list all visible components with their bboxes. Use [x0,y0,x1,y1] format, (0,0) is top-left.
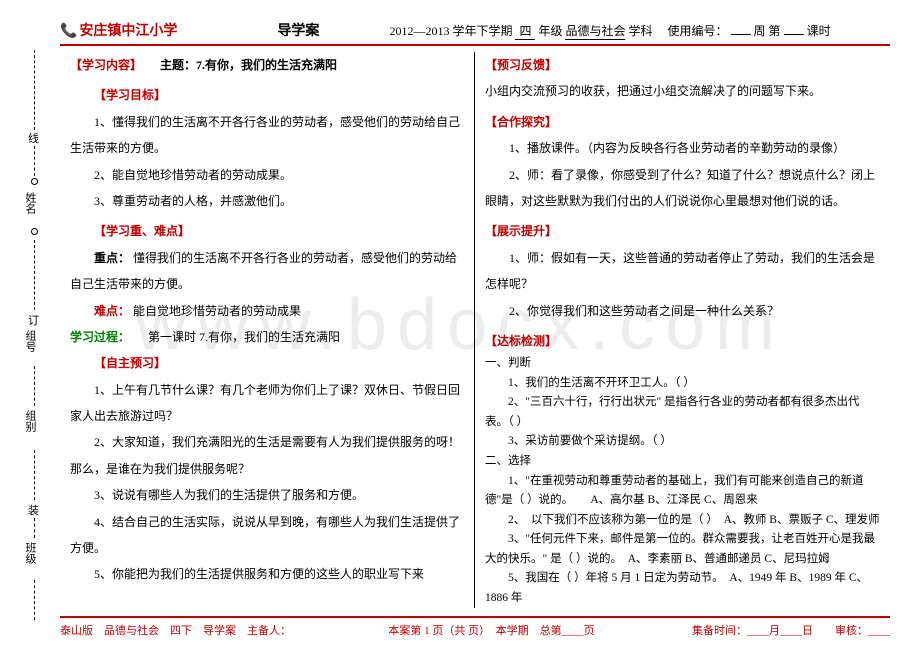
show-1: 1、师：假如有一天，这些普通的劳动者停止了劳动，我们的生活会是怎样呢？ [485,245,880,298]
kd-label: 【学习重、难点】 [70,218,464,244]
footer-mid: 本案第 1 页（共 页） 本学期 总第____页 [388,622,594,638]
page: 📞 安庄镇中江小学 导学案 2012—2013 学年下学期 四 年级 品德与社会… [0,0,920,648]
grade-value: 四 [515,22,535,40]
c1: 1、"在重视劳动和尊重劳动者的基础上，我们有可能来创造自己的新道德"是（ ）说的… [485,472,880,511]
week-suffix: 周 [754,24,766,38]
judge-label: 一、判断 [485,354,880,374]
doc-type: 导学案 [277,20,319,40]
diff-label: 难点： [94,304,130,318]
coop-1: 1、播放课件。（内容为反映各行各业劳动者的辛勤劳动的录像） [485,135,880,161]
goal-1: 1、懂得我们的生活离不开各行各业的劳动者，感受他们的劳动给自己生活带来的方便。 [70,109,464,162]
right-column: 【预习反馈】 小组内交流预习的收获，把通过小组交流解决了的问题写下来。 【合作探… [475,52,890,608]
j1: 1、我们的生活离不开环卫工人。（ ） [485,374,880,394]
c3: 3、"任何元件下来，邮件是第一位的。群众需要我，让老百姓开心是我最大的快乐。" … [485,530,880,569]
subject-value: 品德与社会 [565,22,625,40]
show-2: 2、你觉得我们和这些劳动者之间是一种什么关系？ [485,298,880,324]
footer-right: 集备时间：____月____日 审核：____ [692,622,890,638]
q3: 3、说说有哪些人为我们的生活提供了服务和方便。 [70,482,464,508]
coop-label: 【合作探究】 [485,109,880,135]
logo-icon: 📞 [60,23,77,40]
no-prefix: 第 [769,24,781,38]
page-footer: 泰山版 品德与社会 四下 导学案 主备人： 本案第 1 页（共 页） 本学期 总… [60,616,890,638]
process-text: 第一课时 7.有你，我们的生活充满阳 [148,330,340,344]
choice-label: 二、选择 [485,452,880,472]
goal-2: 2、能自觉地珍惜劳动者的劳动成果。 [70,162,464,188]
q2: 2、大家知道，我们充满阳光的生活是需要有人为我们提供服务的呀！那么，是谁在为我们… [70,429,464,482]
q1: 1、上午有几节什么课？有几个老师为你们上了课？双休日、节假日回家人出去旅游过吗？ [70,377,464,430]
j3: 3、采访前要做个采访提纲。（ ） [485,432,880,452]
test-label: 【达标检测】 [485,328,880,354]
c2: 2、 以下我们不应该称为第一位的是（ ） A、教师 B、票贩子 C、理发师 [485,511,880,531]
topic-text: 主题：7.有你，我们的生活充满阳 [160,58,337,72]
coop-2: 2、师：看了录像，你感受到了什么？知道了什么？想说点什么？闭上眼睛，对这些默默为… [485,162,880,215]
year-term: 2012—2013 学年下学期 [389,24,512,38]
goals-label: 【学习目标】 [70,82,464,108]
feedback-text: 小组内交流预习的收获，把通过小组交流解决了的问题写下来。 [485,78,880,104]
grade-suffix: 年级 [538,24,562,38]
content-label: 【学习内容】 [70,58,142,72]
footer-left: 泰山版 品德与社会 四下 导学案 主备人： [60,622,291,638]
left-column: 【学习内容】 主题：7.有你，我们的生活充满阳 【学习目标】 1、懂得我们的生活… [60,52,475,608]
week-blank [731,34,751,35]
j2: 2、"三百六十行，行行出状元" 是指各行各业的劳动者都有很多杰出代表。（ ） [485,393,880,432]
subject-suffix: 学科 [628,24,652,38]
diff-text: 能自觉地珍惜劳动者的劳动成果 [133,304,301,318]
school-name: 安庄镇中江小学 [79,20,177,40]
header-meta: 2012—2013 学年下学期 四 年级 品德与社会 学科 使用编号： 周 第 … [389,22,830,40]
key-label: 重点： [94,251,130,265]
self-label: 【自主预习】 [70,350,464,376]
goal-3: 3、尊重劳动者的人格，并感激他们。 [70,188,464,214]
c4: 5、我国在（ ）年将 5 月 1 日定为劳动节。 A、1949 年 B、1989… [485,569,880,608]
feedback-label: 【预习反馈】 [485,52,880,78]
q4: 4、结合自己的生活实际，说说从早到晚，有哪些人为我们生活提供了方便。 [70,509,464,562]
content-columns: 【学习内容】 主题：7.有你，我们的生活充满阳 【学习目标】 1、懂得我们的生活… [60,52,890,608]
no-blank [784,34,804,35]
show-label: 【展示提升】 [485,218,880,244]
process-label: 学习过程： [70,330,130,344]
usage-label: 使用编号： [668,24,728,38]
q5: 5、你能把为我们的生活提供服务和方便的这些人的职业写下来 [70,561,464,587]
page-header: 📞 安庄镇中江小学 导学案 2012—2013 学年下学期 四 年级 品德与社会… [60,20,890,46]
period-suffix: 课时 [807,24,831,38]
